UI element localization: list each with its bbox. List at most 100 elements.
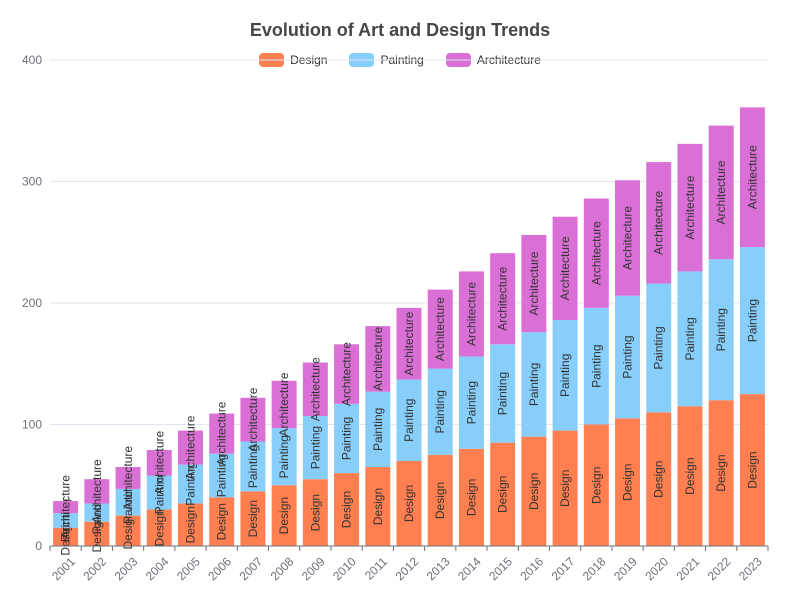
bar-label-design: Design [683,457,697,494]
bar-architecture[interactable] [84,479,110,504]
bar-architecture[interactable] [302,362,328,416]
bar-painting[interactable] [115,488,141,516]
bar-label-architecture: Architecture [215,401,229,465]
bar-design[interactable] [240,491,266,546]
bar-design[interactable] [490,442,516,546]
bar-label-architecture: Architecture [683,175,697,239]
bar-label-design: Design [527,473,541,510]
bar-design[interactable] [115,515,141,546]
bar-label-architecture: Architecture [433,297,447,361]
bar-design[interactable] [583,424,609,547]
bar-architecture[interactable] [739,107,765,248]
bar-painting[interactable] [427,368,453,455]
bar-painting[interactable] [177,464,203,504]
bar-painting[interactable] [334,403,360,474]
bar-painting[interactable] [146,475,172,510]
bar-architecture[interactable] [552,216,578,321]
bar-architecture[interactable] [583,198,609,308]
bar-design[interactable] [396,460,422,546]
bar-architecture[interactable] [334,344,360,404]
bar-architecture[interactable] [521,234,547,333]
bar-label-architecture: Architecture [246,387,260,451]
bar-architecture[interactable] [677,143,703,272]
bar-architecture[interactable] [365,326,391,392]
bar-architecture[interactable] [53,501,79,514]
bar-painting[interactable] [458,356,484,449]
bar-architecture[interactable] [177,430,203,465]
bar-design[interactable] [53,527,79,546]
bar-label-design: Design [433,482,447,519]
bar-architecture[interactable] [490,253,516,345]
y-tick-label: 400 [22,53,42,67]
bar-architecture[interactable] [615,180,641,296]
bar-design[interactable] [302,479,328,546]
bar-painting[interactable] [209,453,235,498]
bar-architecture[interactable] [458,271,484,357]
bar-design[interactable] [646,412,672,546]
bar-label-architecture: Architecture [589,221,603,285]
bar-architecture[interactable] [427,289,453,369]
bar-label-design: Design [90,515,104,552]
bar-label-architecture: Architecture [90,459,104,523]
bar-architecture[interactable] [115,467,141,489]
bar-design[interactable] [209,497,235,546]
bar-design[interactable] [271,485,297,546]
bar-painting[interactable] [583,307,609,425]
bar-architecture[interactable] [271,380,297,429]
bar-painting[interactable] [396,379,422,461]
bar-painting[interactable] [552,320,578,431]
bar-design[interactable] [552,430,578,546]
x-tick-label: 2009 [299,554,328,583]
bar-label-architecture: Architecture [527,251,541,315]
bar-label-painting: Painting [371,408,385,451]
bar-design[interactable] [708,400,734,546]
bar-label-painting: Painting [652,326,666,369]
bar-design[interactable] [677,406,703,546]
bar-painting[interactable] [615,295,641,419]
bar-painting[interactable] [521,332,547,437]
bar-painting[interactable] [302,415,328,480]
bar-design[interactable] [84,521,110,546]
bar-architecture[interactable] [146,450,172,476]
bar-label-design: Design [277,497,291,534]
x-tick-label: 2018 [580,554,609,583]
bar-label-design: Design [652,460,666,497]
bar-design[interactable] [334,473,360,546]
bar-label-painting: Painting [433,390,447,433]
bar-label-painting: Painting [464,381,478,424]
bar-architecture[interactable] [240,397,266,442]
bar-painting[interactable] [53,513,79,528]
bar-design[interactable] [146,509,172,546]
bar-painting[interactable] [708,259,734,401]
bar-painting[interactable] [240,441,266,492]
y-tick-label: 100 [22,418,42,432]
x-tick-label: 2012 [393,554,422,583]
bar-painting[interactable] [271,428,297,486]
bar-architecture[interactable] [396,307,422,380]
bar-design[interactable] [365,467,391,546]
bar-design[interactable] [615,418,641,546]
bar-architecture[interactable] [646,162,672,284]
bar-design[interactable] [458,448,484,546]
bar-label-painting: Painting [558,354,572,397]
bar-painting[interactable] [739,247,765,395]
bar-architecture[interactable] [708,125,734,260]
bar-design[interactable] [427,454,453,546]
x-tick-label: 2021 [674,554,703,583]
bar-label-design: Design [558,470,572,507]
bar-design[interactable] [521,436,547,546]
bar-label-painting: Painting [215,454,229,497]
bar-label-painting: Painting [121,481,135,524]
bar-design[interactable] [739,394,765,546]
bar-painting[interactable] [677,271,703,407]
bar-design[interactable] [177,503,203,546]
bar-painting[interactable] [365,391,391,468]
bar-painting[interactable] [84,503,110,522]
bar-label-design: Design [402,485,416,522]
bar-painting[interactable] [490,344,516,443]
chart-title: Evolution of Art and Design Trends [249,20,551,40]
x-tick-label: 2020 [642,554,671,583]
bar-label-painting: Painting [246,445,260,488]
bar-architecture[interactable] [209,413,235,454]
bar-painting[interactable] [646,283,672,413]
